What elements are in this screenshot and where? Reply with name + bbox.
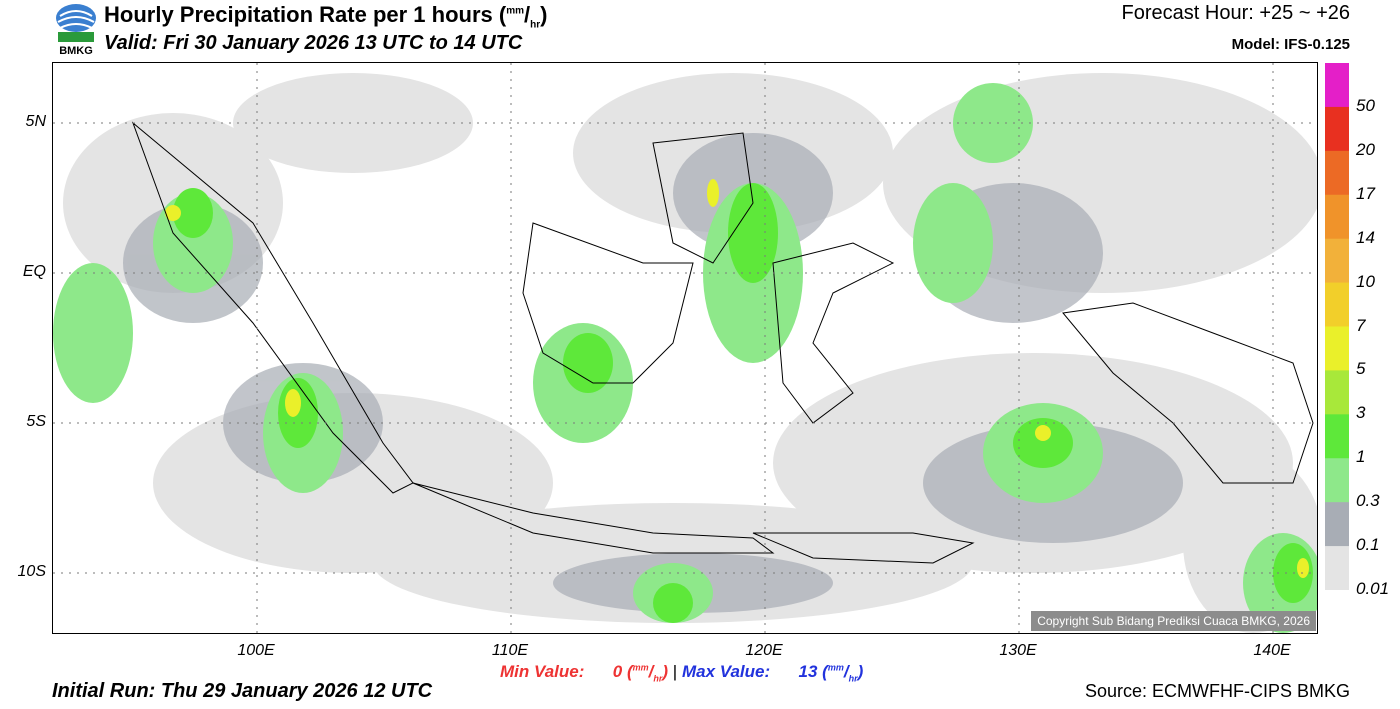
borneo-north-outline: [652, 132, 754, 264]
logo-text: BMKG: [59, 45, 93, 57]
lat-label-5n: 5N: [25, 113, 46, 130]
data-source: Source: ECMWFHF-CIPS BMKG: [1084, 681, 1350, 701]
valid-time: Valid: Fri 30 January 2026 13 UTC to 14 …: [104, 32, 523, 54]
colorbar-swatch: [1325, 458, 1349, 503]
lon-label-110e: 110E: [491, 642, 529, 659]
max-value: 13: [798, 662, 818, 681]
colorbar-label: 0.01: [1356, 579, 1390, 598]
copyright-note: Copyright Sub Bidang Prediksi Cuaca BMKG…: [1031, 611, 1316, 631]
colorbar-label: 1: [1356, 447, 1366, 467]
model-name: Model: IFS-0.125: [1231, 36, 1350, 53]
colorbar-swatch: [1325, 106, 1349, 152]
colorbar-label: 14: [1356, 227, 1375, 247]
colorbar-label: 5: [1356, 359, 1366, 379]
coastline-layer: [131, 121, 1314, 564]
colorbar-label: 20: [1356, 139, 1375, 159]
colorbar-label: 17: [1356, 183, 1375, 203]
colorbar-swatch: [1325, 238, 1349, 284]
colorbar-swatch: [1325, 63, 1349, 108]
colorbar-swatch: [1325, 502, 1349, 547]
forecast-hour: Forecast Hour: +25 ~ +26: [1121, 2, 1350, 24]
colorbar-label: 0.1: [1356, 535, 1380, 555]
bmkg-logo: [52, 2, 100, 60]
precipitation-map[interactable]: [52, 62, 1318, 634]
colorbar-label: 0.3: [1356, 491, 1380, 511]
colorbar-swatch: [1325, 150, 1349, 196]
min-value: 0: [612, 662, 623, 681]
lat-label-eq: EQ: [22, 263, 46, 280]
nusa-tenggara-outline: [752, 532, 975, 564]
kalimantan-outline: [522, 222, 694, 384]
colorbar-swatch: [1325, 546, 1349, 591]
papua-outline: [1062, 302, 1314, 484]
chart-title: Hourly Precipitation Rate per 1 hours (m…: [104, 2, 548, 31]
graticule-layer: [53, 63, 1317, 633]
colorbar-label: 10: [1356, 271, 1375, 291]
lon-label-120e: 120E: [745, 642, 783, 659]
lon-label-140e: 140E: [1253, 642, 1291, 659]
lon-label-100e: 100E: [237, 642, 275, 659]
map-canvas: [53, 63, 1317, 633]
sulawesi-outline: [772, 242, 895, 424]
initial-run: Initial Run: Thu 29 January 2026 12 UTC: [52, 680, 433, 702]
colorbar-swatch: [1325, 282, 1349, 327]
sumatra-outline: [131, 121, 414, 494]
colorbar-swatch: [1325, 414, 1349, 459]
java-outline: [412, 482, 775, 554]
colorbar: [1325, 63, 1349, 591]
colorbar-label: 3: [1356, 403, 1366, 423]
colorbar-swatch: [1325, 194, 1349, 240]
lat-label-5s: 5S: [26, 413, 46, 430]
min-label: Min Value:: [500, 662, 585, 681]
min-max-values: Min Value: 0 (mm/hr) | Max Value: 13 (mm…: [500, 662, 864, 684]
colorbar-swatch: [1325, 370, 1349, 415]
colorbar-label: 50: [1356, 95, 1375, 115]
min-max-separator: |: [672, 662, 678, 681]
colorbar-swatch: [1325, 326, 1349, 371]
colorbar-label: 7: [1356, 315, 1366, 335]
rain-5-layer: [165, 179, 1309, 578]
lat-label-10s: 10S: [17, 563, 46, 580]
lon-label-130e: 130E: [999, 642, 1037, 659]
max-label: Max Value:: [681, 662, 771, 681]
